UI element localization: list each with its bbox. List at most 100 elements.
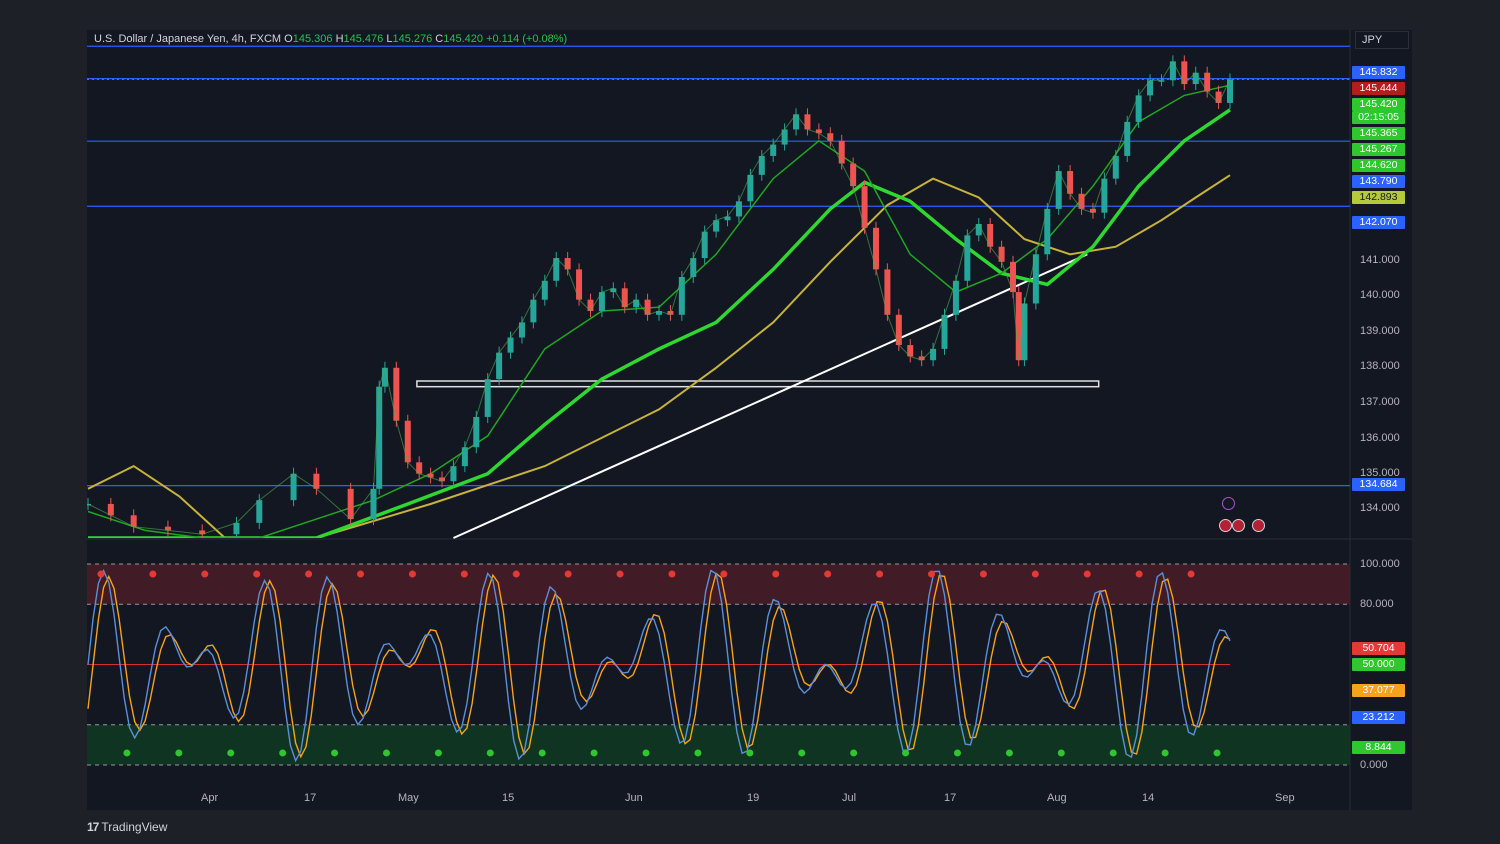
osc-overbought-dot xyxy=(149,570,157,578)
candle-body xyxy=(461,447,468,467)
osc-overbought-dot xyxy=(564,570,572,578)
lightning-icon[interactable] xyxy=(1222,497,1235,510)
close-value: 145.420 xyxy=(443,33,484,45)
candle-body xyxy=(1015,292,1022,361)
x-tick-label: 19 xyxy=(747,792,760,804)
candle-body xyxy=(838,140,845,164)
osc-oversold-dot xyxy=(902,749,910,757)
osc-tag: 50.704 xyxy=(1352,642,1405,655)
osc-overbought-dot xyxy=(1083,570,1091,578)
osc-oversold-dot xyxy=(1005,749,1013,757)
candle-body xyxy=(199,530,206,535)
price-tag: 142.893 xyxy=(1352,191,1405,204)
osc-oversold-dot xyxy=(538,749,546,757)
open-value: 145.306 xyxy=(292,33,333,45)
x-tick-label: Jul xyxy=(842,792,857,804)
tradingview-logo[interactable]: 17 TradingView xyxy=(87,820,167,834)
candle-body xyxy=(678,276,685,315)
candle-body xyxy=(1032,254,1039,304)
candle-body xyxy=(164,526,171,531)
osc-overbought-dot xyxy=(408,570,416,578)
candle-body xyxy=(256,500,263,523)
open-label: O xyxy=(284,33,293,45)
osc-overbought-dot xyxy=(1135,570,1143,578)
candle-body xyxy=(290,473,297,501)
candle-body xyxy=(964,235,971,281)
candle-body xyxy=(553,258,560,281)
candle-body xyxy=(918,356,925,361)
x-tick-label: 14 xyxy=(1142,792,1155,804)
currency-button[interactable]: JPY xyxy=(1355,31,1409,49)
y-tick-label: 139.000 xyxy=(1360,325,1400,337)
candle-body xyxy=(587,299,594,312)
ema-mid-line xyxy=(88,108,1231,538)
osc-tag: 23.212 xyxy=(1352,711,1405,724)
candle-body xyxy=(1227,79,1233,103)
candle-body xyxy=(347,488,354,520)
y-tick-label: 135.000 xyxy=(1360,467,1400,479)
candle-body xyxy=(1135,95,1142,122)
candle-body xyxy=(1010,261,1017,293)
x-tick-label: Apr xyxy=(201,792,219,804)
candle-body xyxy=(758,155,765,175)
candle-body xyxy=(952,280,959,315)
osc-oversold-dot xyxy=(486,749,494,757)
candle-body xyxy=(1169,61,1176,81)
candle-body xyxy=(667,311,674,315)
high-label: H xyxy=(335,33,344,45)
osc-overbought-dot xyxy=(97,570,105,578)
ema-fast-line xyxy=(87,84,1231,538)
price-tag: 145.444 xyxy=(1352,82,1405,95)
us-flag-icon[interactable] xyxy=(1219,519,1232,532)
candle-body xyxy=(895,314,902,346)
candle-body xyxy=(473,416,480,448)
osc-oversold-dot xyxy=(331,749,339,757)
candle-body xyxy=(1044,208,1051,255)
candle-body xyxy=(1101,178,1108,213)
trendline xyxy=(453,253,1088,539)
ema-slow-line xyxy=(87,174,1231,538)
candle-body xyxy=(804,114,811,130)
oversold-zone xyxy=(87,724,1350,765)
osc-tag: 50.000 xyxy=(1352,658,1405,671)
candle-body xyxy=(107,503,114,516)
osc-oversold-dot xyxy=(1213,749,1221,757)
candle-body xyxy=(907,345,914,357)
candle-body xyxy=(530,299,537,323)
candle-body xyxy=(724,216,731,221)
candle-body xyxy=(656,311,662,315)
candle-body xyxy=(975,224,982,236)
osc-oversold-dot xyxy=(175,749,183,757)
price-tag: 145.832 xyxy=(1352,66,1405,79)
candle-body xyxy=(427,473,434,478)
candle-body xyxy=(1124,121,1131,156)
candle-body xyxy=(781,129,788,145)
candle-body xyxy=(1021,303,1028,361)
osc-oversold-dot xyxy=(279,749,287,757)
low-label: L xyxy=(386,33,393,45)
chart-frame[interactable] xyxy=(87,30,1412,810)
candle-body xyxy=(850,163,857,187)
osc-tick-label: 100.000 xyxy=(1360,558,1400,570)
candle-body xyxy=(1147,80,1154,96)
osc-oversold-dot xyxy=(123,749,131,757)
candle-body xyxy=(770,144,777,156)
candle-body xyxy=(827,133,834,141)
candle-body xyxy=(861,186,868,228)
y-tick-label: 134.000 xyxy=(1360,502,1400,514)
last-price-tag: 145.420 xyxy=(1352,98,1405,111)
candle-body xyxy=(376,386,383,489)
us-flag-icon[interactable] xyxy=(1252,519,1265,532)
osc-overbought-dot xyxy=(1031,570,1039,578)
osc-overbought-dot xyxy=(616,570,624,578)
osc-oversold-dot xyxy=(746,749,754,757)
candle-body xyxy=(496,352,503,380)
osc-overbought-dot xyxy=(979,570,987,578)
candle-body xyxy=(621,288,628,308)
candle-body xyxy=(872,227,879,270)
x-tick-label: 17 xyxy=(304,792,317,804)
candle-body xyxy=(370,488,377,520)
x-tick-label: May xyxy=(398,792,419,804)
us-flag-icon[interactable] xyxy=(1232,519,1245,532)
